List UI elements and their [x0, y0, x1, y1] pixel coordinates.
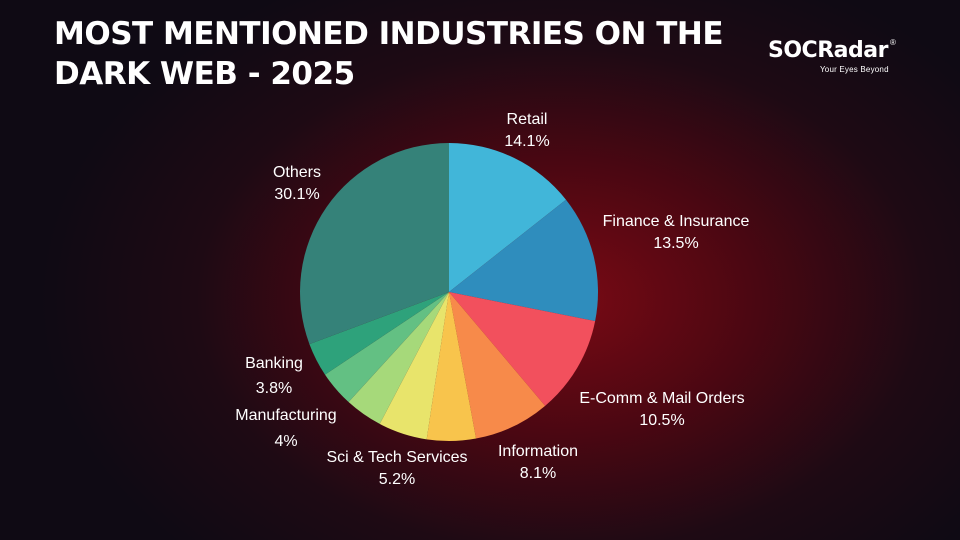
label-information-name: Information: [498, 443, 578, 460]
pie-slice-e-comm-mail-orders: [449, 292, 596, 406]
label-finance-value: 13.5%: [653, 235, 698, 252]
label-retail-name: Retail: [507, 111, 548, 128]
label-others-name: Others: [273, 164, 321, 181]
label-retail-value: 14.1%: [504, 133, 549, 150]
pie-slice-unlabeled-8: [309, 292, 449, 375]
pie-slice-banking: [325, 292, 449, 403]
label-banking-value: 3.8%: [256, 380, 292, 397]
label-information-value: 8.1%: [520, 465, 556, 482]
label-ecomm-value: 10.5%: [639, 412, 684, 429]
title-line-2: DARK WEB - 2025: [54, 56, 355, 92]
label-others-value: 30.1%: [274, 186, 319, 203]
logo-tagline: Your Eyes Beyond: [820, 65, 889, 74]
pie-slice-information: [449, 292, 546, 439]
pie-slice-unlabeled-4: [426, 292, 477, 442]
logo-wordmark: SOCRadar: [768, 38, 888, 63]
pie-slice-manufacturing: [348, 292, 449, 424]
label-manufacturing-value: 4%: [274, 433, 297, 450]
label-manufacturing-name: Manufacturing: [235, 407, 336, 424]
pie-slice-retail: [449, 143, 566, 292]
label-ecomm-name: E-Comm & Mail Orders: [579, 390, 744, 407]
title-line-1: MOST MENTIONED INDUSTRIES ON THE: [54, 16, 724, 52]
label-finance-name: Finance & Insurance: [603, 213, 750, 230]
page-title: MOST MENTIONED INDUSTRIES ON THE DARK WE…: [54, 14, 754, 94]
pie-slice-finance-insurance: [449, 199, 599, 322]
pie-slice-others: [300, 143, 449, 345]
logo-registered-mark: ®: [890, 38, 896, 47]
pie-slices: [300, 143, 599, 442]
label-scitech-value: 5.2%: [379, 471, 415, 488]
label-scitech-name: Sci & Tech Services: [326, 449, 467, 466]
label-banking-name: Banking: [245, 355, 303, 372]
pie-slice-sci-tech-services: [379, 292, 449, 440]
pie-labels: Retail 14.1% Finance & Insurance 13.5% E…: [235, 111, 749, 488]
socradar-logo: SOCRadar ® Your Eyes Beyond: [768, 38, 908, 80]
